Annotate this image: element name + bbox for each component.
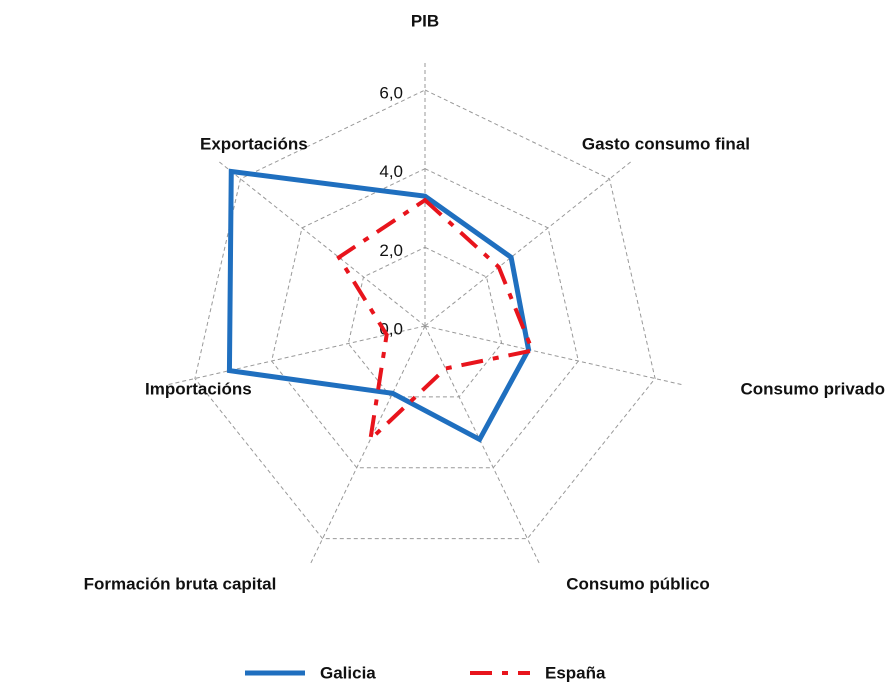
axis-spoke [165, 325, 426, 386]
category-label: Gasto consumo final [582, 134, 750, 153]
grid-ring [271, 168, 579, 469]
grid-ring [347, 246, 503, 398]
series-line [336, 197, 536, 445]
axis-spoke [309, 325, 426, 566]
axis-spoke [216, 159, 426, 327]
category-label: PIB [411, 11, 439, 30]
tick-label: 4,0 [379, 162, 403, 181]
axis-spoke [424, 159, 634, 327]
axis-spoke [424, 325, 685, 386]
category-label: Consumo público [566, 574, 710, 593]
category-label: Exportacións [200, 134, 308, 153]
axis-spoke [424, 325, 541, 566]
grid-ring [194, 89, 656, 540]
series-line [226, 168, 532, 443]
tick-label: 2,0 [379, 241, 403, 260]
legend-label: Galicia [320, 663, 376, 682]
category-label: Formación bruta capital [84, 574, 277, 593]
tick-label: 6,0 [379, 83, 403, 102]
category-label: Importacións [145, 379, 252, 398]
category-label: Consumo privado [740, 379, 885, 398]
legend-label: España [545, 663, 606, 682]
